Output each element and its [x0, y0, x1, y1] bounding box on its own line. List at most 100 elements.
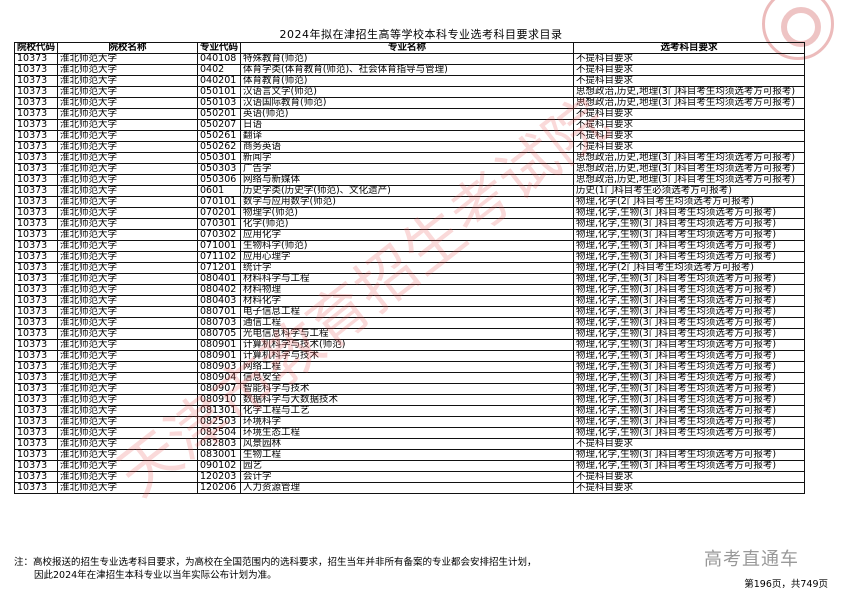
cell-school-code: 10373	[13, 53, 59, 65]
cell-subject-requirement: 物理,化学,生物(3门科目考生均须选考方可报考)	[573, 427, 806, 439]
table-row: 10373 淮北师范大学 080402 材料物理 物理,化学,生物(3门科目考生均须选考…	[13, 284, 806, 296]
cell-major-name: 环境生态工程	[240, 427, 575, 439]
cell-major-code: 120206	[197, 482, 242, 494]
table-row: 10373 淮北师范大学 040108 特殊教育(师范) 不提科目要求	[13, 53, 806, 65]
cell-major-code: 050303	[197, 163, 242, 175]
table-row: 10373 淮北师范大学 071102 应用心理学 物理,化学,生物(3门科目考生均须选…	[13, 251, 806, 263]
cell-subject-requirement: 不提科目要求	[573, 108, 806, 120]
cell-school-code: 10373	[13, 262, 59, 274]
cell-major-name: 翻译	[240, 130, 575, 142]
table-row: 10373 淮北师范大学 080705 光电信息科学与工程 物理,化学,生物(3门科目考…	[13, 328, 806, 340]
table-row: 10373 淮北师范大学 080904 信息安全 物理,化学,生物(3门科目考生均须选考…	[13, 372, 806, 384]
cell-major-code: 070101	[197, 196, 242, 208]
cell-major-code: 050261	[197, 130, 242, 142]
table-header-row: 院校代码 院校名称 专业代码 专业名称 选考科目要求	[13, 42, 806, 54]
cell-major-code: 070301	[197, 218, 242, 230]
cell-major-name: 生物工程	[240, 449, 575, 461]
cell-major-name: 新闻学	[240, 152, 575, 164]
cell-major-code: 050207	[197, 119, 242, 131]
brand-watermark: 高考直通车	[704, 549, 799, 570]
cell-school-code: 10373	[13, 141, 59, 153]
cell-school-code: 10373	[13, 64, 59, 76]
cell-school-name: 淮北师范大学	[57, 97, 199, 109]
cell-school-code: 10373	[13, 86, 59, 98]
cell-school-name: 淮北师范大学	[57, 53, 199, 65]
cell-school-name: 淮北师范大学	[57, 218, 199, 230]
cell-major-code: 082503	[197, 416, 242, 428]
cell-major-code: 080907	[197, 383, 242, 395]
cell-major-name: 人力资源管理	[240, 482, 575, 494]
cell-school-name: 淮北师范大学	[57, 383, 199, 395]
cell-school-name: 淮北师范大学	[57, 438, 199, 450]
cell-major-name: 通信工程	[240, 317, 575, 329]
cell-school-code: 10373	[13, 405, 59, 417]
cell-school-name: 淮北师范大学	[57, 163, 199, 175]
cell-subject-requirement: 物理,化学,生物(3门科目考生均须选考方可报考)	[573, 383, 806, 395]
cell-school-code: 10373	[13, 482, 59, 494]
cell-major-code: 080901	[197, 350, 242, 362]
cell-major-code: 080703	[197, 317, 242, 329]
cell-major-code: 080403	[197, 295, 242, 307]
cell-major-name: 网络与新媒体	[240, 174, 575, 186]
cell-school-code: 10373	[13, 119, 59, 131]
cell-school-name: 淮北师范大学	[57, 328, 199, 340]
cell-subject-requirement: 物理,化学(2门科目考生均须选考方可报考)	[573, 196, 806, 208]
cell-school-code: 10373	[13, 438, 59, 450]
cell-school-name: 淮北师范大学	[57, 64, 199, 76]
cell-school-code: 10373	[13, 306, 59, 318]
table-row: 10373 淮北师范大学 082504 环境生态工程 物理,化学,生物(3门科目考生均须…	[13, 427, 806, 439]
cell-school-name: 淮北师范大学	[57, 86, 199, 98]
cell-school-name: 淮北师范大学	[57, 262, 199, 274]
cell-school-code: 10373	[13, 427, 59, 439]
table-row: 10373 淮北师范大学 050101 汉语言文学(师范) 思想政治,历史,地理(3门科…	[13, 86, 806, 98]
table-row: 10373 淮北师范大学 080901 计算机科学与技术(师范) 物理,化学,生物(3门…	[13, 339, 806, 351]
cell-subject-requirement: 物理,化学,生物(3门科目考生均须选考方可报考)	[573, 361, 806, 373]
cell-subject-requirement: 物理,化学,生物(3门科目考生均须选考方可报考)	[573, 284, 806, 296]
cell-major-code: 0601	[197, 185, 242, 197]
cell-major-name: 汉语国际教育(师范)	[240, 97, 575, 109]
cell-school-name: 淮北师范大学	[57, 75, 199, 87]
cell-subject-requirement: 不提科目要求	[573, 53, 806, 65]
cell-school-name: 淮北师范大学	[57, 108, 199, 120]
cell-major-code: 050101	[197, 86, 242, 98]
table-row: 10373 淮北师范大学 070201 物理学(师范) 物理,化学,生物(3门科目考生均…	[13, 207, 806, 219]
cell-major-code: 080705	[197, 328, 242, 340]
cell-school-name: 淮北师范大学	[57, 229, 199, 241]
cell-school-code: 10373	[13, 108, 59, 120]
table-row: 10373 淮北师范大学 080907 智能科学与技术 物理,化学,生物(3门科目考生均…	[13, 383, 806, 395]
cell-school-name: 淮北师范大学	[57, 427, 199, 439]
cell-school-name: 淮北师范大学	[57, 482, 199, 494]
cell-school-code: 10373	[13, 460, 59, 472]
cell-major-name: 材料科学与工程	[240, 273, 575, 285]
cell-major-code: 120203	[197, 471, 242, 483]
cell-school-code: 10373	[13, 449, 59, 461]
cell-major-code: 050201	[197, 108, 242, 120]
cell-school-name: 淮北师范大学	[57, 471, 199, 483]
cell-major-code: 080901	[197, 339, 242, 351]
cell-major-code: 080701	[197, 306, 242, 318]
table-row: 10373 淮北师范大学 040201 体育教育(师范) 不提科目要求	[13, 75, 806, 87]
cell-subject-requirement: 物理,化学,生物(3门科目考生均须选考方可报考)	[573, 372, 806, 384]
cell-subject-requirement: 物理,化学,生物(3门科目考生均须选考方可报考)	[573, 449, 806, 461]
cell-major-name: 汉语言文学(师范)	[240, 86, 575, 98]
cell-school-code: 10373	[13, 273, 59, 285]
cell-subject-requirement: 物理,化学,生物(3门科目考生均须选考方可报考)	[573, 317, 806, 329]
table-row: 10373 淮北师范大学 120203 会计学 不提科目要求	[13, 471, 806, 483]
cell-subject-requirement: 思想政治,历史,地理(3门科目考生均须选考方可报考)	[573, 97, 806, 109]
document-title: 2024年拟在津招生高等学校本科专业选考科目要求目录	[279, 28, 563, 41]
cell-subject-requirement: 思想政治,历史,地理(3门科目考生均须选考方可报考)	[573, 86, 806, 98]
table-row: 10373 淮北师范大学 0601 历史学类(历史学(师范)、文化遗产) 历史(1门科目…	[13, 185, 806, 197]
cell-subject-requirement: 不提科目要求	[573, 482, 806, 494]
table-row: 10373 淮北师范大学 070301 化学(师范) 物理,化学,生物(3门科目考生均须…	[13, 218, 806, 230]
cell-major-name: 化学(师范)	[240, 218, 575, 230]
cell-subject-requirement: 物理,化学,生物(3门科目考生均须选考方可报考)	[573, 251, 806, 263]
cell-school-code: 10373	[13, 97, 59, 109]
cell-school-name: 淮北师范大学	[57, 196, 199, 208]
cell-major-code: 071102	[197, 251, 242, 263]
table-row: 10373 淮北师范大学 082503 环境科学 物理,化学,生物(3门科目考生均须选考…	[13, 416, 806, 428]
cell-school-name: 淮北师范大学	[57, 372, 199, 384]
cell-school-code: 10373	[13, 75, 59, 87]
cell-subject-requirement: 物理,化学,生物(3门科目考生均须选考方可报考)	[573, 273, 806, 285]
cell-major-code: 080904	[197, 372, 242, 384]
cell-school-name: 淮北师范大学	[57, 405, 199, 417]
